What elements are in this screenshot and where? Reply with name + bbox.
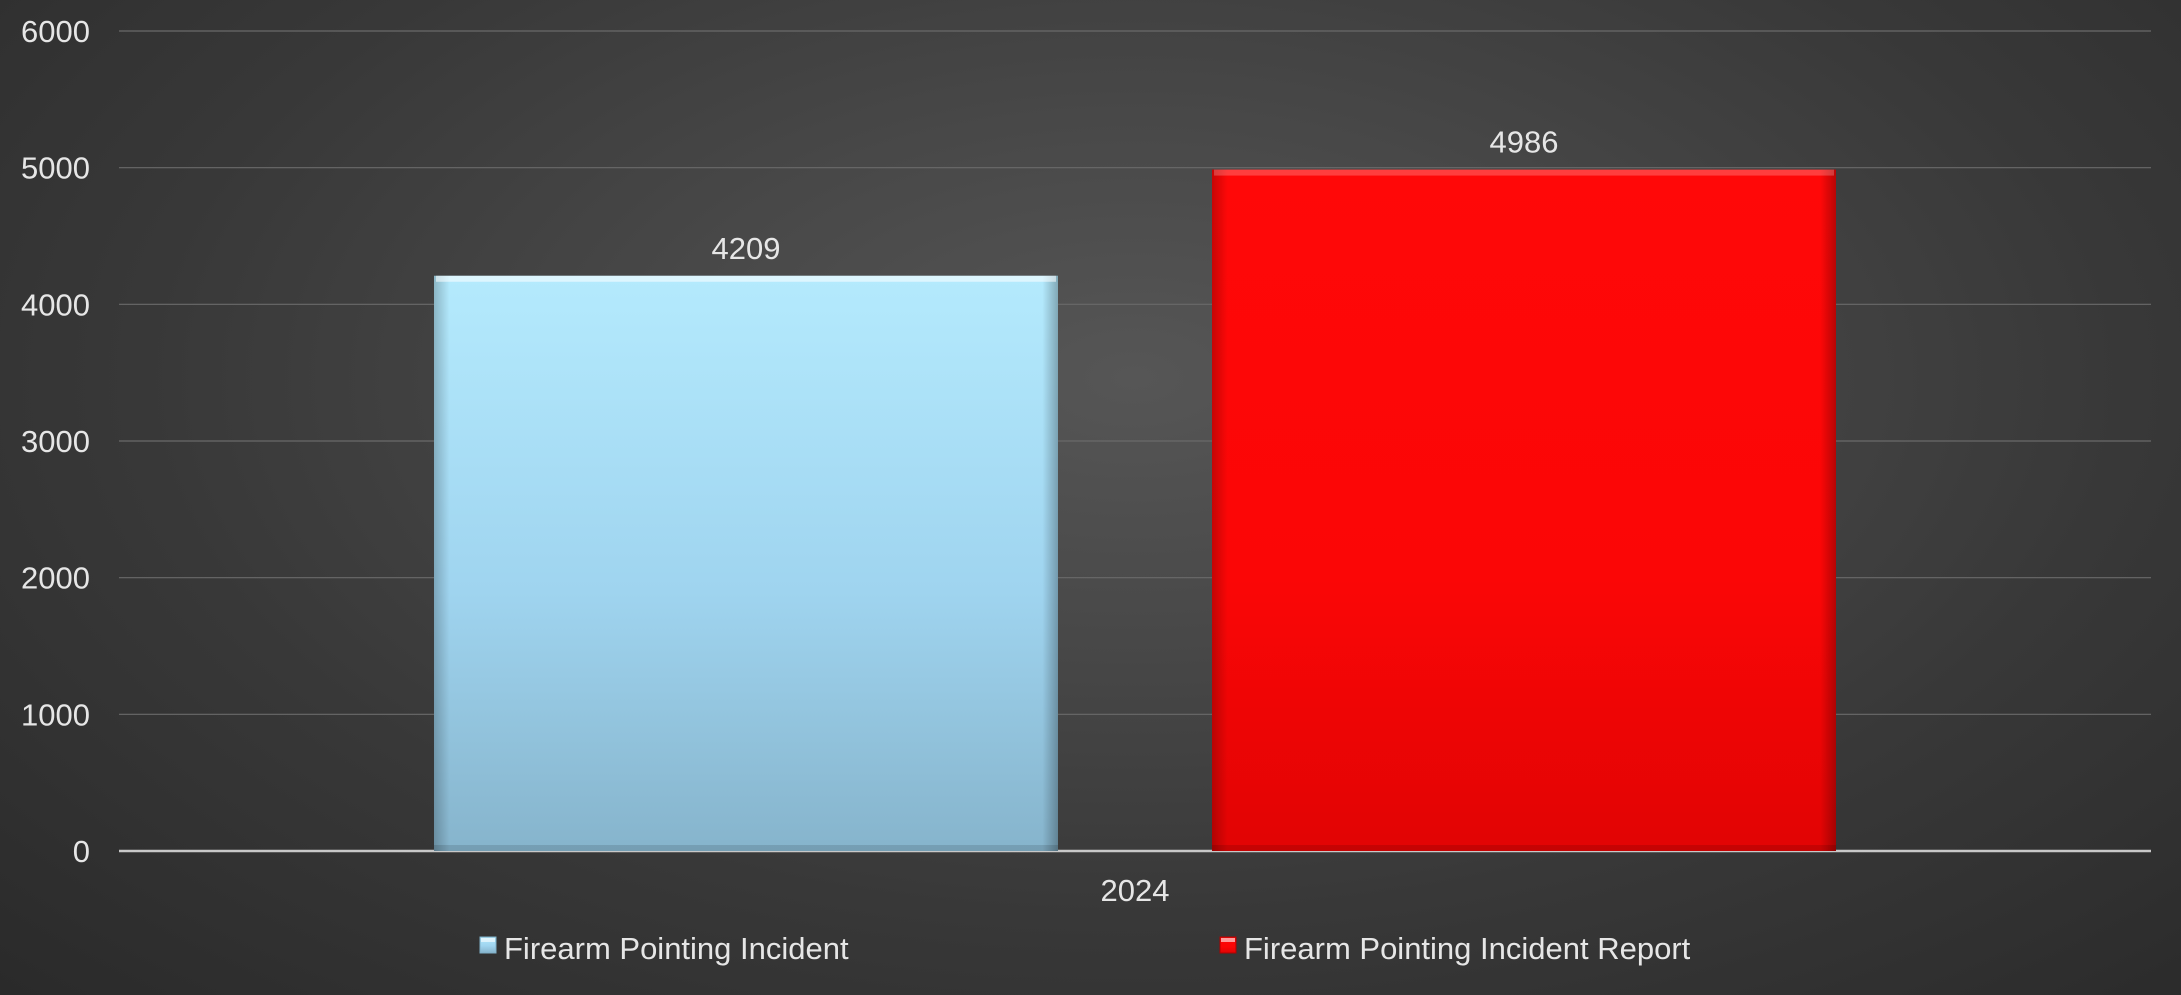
- x-tick-label: 2024: [1101, 873, 1170, 908]
- legend-label: Firearm Pointing Incident Report: [1244, 931, 1691, 966]
- y-tick-label: 2000: [21, 561, 90, 596]
- y-tick-label: 3000: [21, 424, 90, 459]
- data-label: 4209: [712, 231, 781, 266]
- y-tick-label: 1000: [21, 697, 90, 732]
- bar: [1212, 169, 1836, 851]
- legend-label: Firearm Pointing Incident: [504, 931, 849, 966]
- y-tick-label: 4000: [21, 287, 90, 322]
- y-tick-label: 6000: [21, 14, 90, 49]
- y-tick-label: 0: [73, 834, 90, 869]
- legend-item: Firearm Pointing Incident Report: [1219, 931, 1691, 966]
- bar: [434, 275, 1058, 851]
- legend-item: Firearm Pointing Incident: [479, 931, 849, 966]
- y-tick-label: 5000: [21, 151, 90, 186]
- data-label: 4986: [1490, 125, 1559, 160]
